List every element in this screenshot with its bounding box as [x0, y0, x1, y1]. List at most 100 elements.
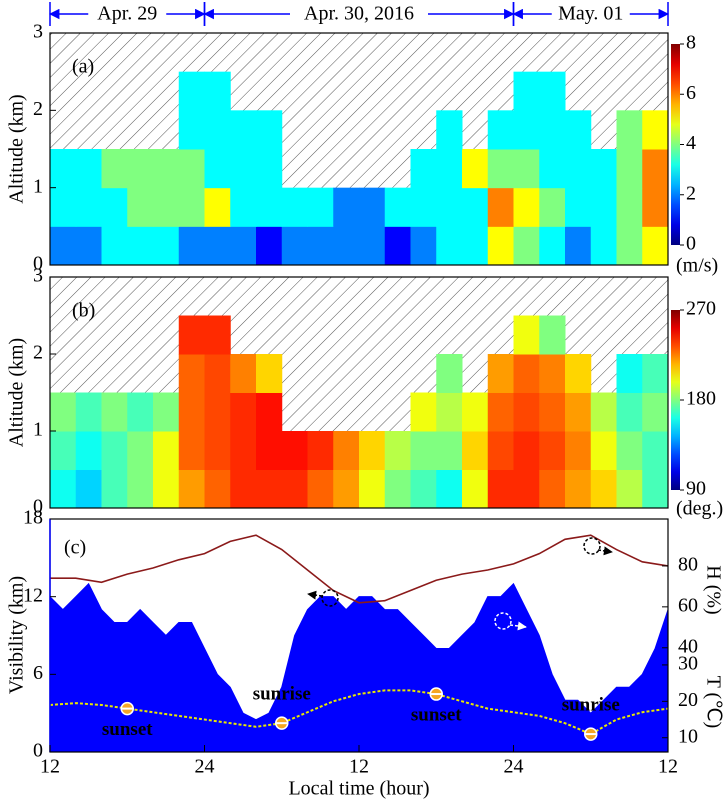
heat-cell	[127, 469, 154, 509]
heat-cell	[436, 226, 463, 266]
heat-cell	[539, 226, 566, 266]
heat-cell	[539, 315, 566, 355]
heat-cell	[50, 187, 77, 227]
heat-cell	[101, 226, 128, 266]
heat-cell	[590, 226, 617, 266]
heat-cell	[513, 149, 540, 189]
heat-cell	[281, 469, 308, 509]
heat-cell	[487, 431, 514, 470]
heat-cell	[462, 392, 489, 432]
y-tick-label: 12	[23, 584, 43, 606]
hint-arrow	[307, 590, 323, 600]
heat-cell	[616, 392, 643, 432]
heat-cell	[565, 354, 592, 393]
heat-cell	[539, 187, 566, 227]
heat-cell	[436, 469, 463, 509]
chart-layer: Apr. 29 Apr. 30, 2016 May. 010123(a)Altitu…	[6, 2, 724, 800]
heat-cell	[436, 354, 463, 393]
y-tick-label: 1	[33, 419, 43, 441]
heat-cell	[539, 431, 566, 470]
colorbar-tick-label: 0	[686, 233, 696, 255]
heat-cell	[178, 431, 205, 470]
date-label: Apr. 30, 2016	[304, 3, 414, 25]
heat-cell	[178, 187, 205, 227]
heat-cell	[178, 469, 205, 509]
heat-cell	[513, 431, 540, 470]
colorbar-tick-label: 8	[686, 32, 696, 54]
colorbar-tick-label: 270	[686, 298, 716, 320]
y-tick-label: 1	[33, 175, 43, 197]
y-tick-label: 2	[33, 342, 43, 364]
colorbar-tick-label: 90	[686, 478, 706, 500]
heat-cell	[513, 392, 540, 432]
hint-circle	[321, 589, 339, 607]
y-tick-label: 0	[33, 253, 43, 275]
date-label-bg	[88, 3, 167, 25]
y2-axis-label: H (%)	[702, 565, 724, 614]
heat-cell	[230, 226, 257, 266]
heat-cell	[487, 226, 514, 266]
visibility-area	[50, 582, 668, 752]
hint-circle	[583, 537, 601, 555]
heat-cell	[50, 226, 77, 266]
heat-cell	[127, 226, 154, 266]
heat-cell	[153, 187, 180, 227]
heat-cell	[178, 71, 205, 111]
heat-cell	[230, 469, 257, 509]
heat-cell	[410, 226, 437, 266]
heat-cell	[513, 110, 540, 150]
heat-cell	[178, 149, 205, 189]
temperature-line	[50, 689, 668, 736]
heat-cell	[590, 149, 617, 189]
heat-cell	[204, 149, 231, 189]
heat-cell	[539, 392, 566, 432]
colorbar-tick-label: 6	[686, 82, 696, 104]
heat-cell	[565, 431, 592, 470]
heat-cell	[101, 469, 128, 509]
heat-cell	[178, 392, 205, 432]
heat-cell	[127, 187, 154, 227]
y-axis-label: Altitude (km)	[6, 338, 28, 447]
heat-cell	[359, 187, 386, 227]
annotation: sunrise	[562, 694, 620, 715]
heat-cell	[230, 392, 257, 432]
y-tick-label: 3	[33, 21, 43, 43]
heat-cell	[384, 431, 411, 470]
date-label-bg	[551, 3, 630, 25]
heat-cell	[642, 392, 669, 432]
heat-cell	[230, 431, 257, 470]
heat-cell	[410, 187, 437, 227]
x-tick-label: 24	[504, 756, 524, 778]
heat-cell	[410, 392, 437, 432]
heat-cell	[281, 187, 308, 227]
heat-cell	[281, 431, 308, 470]
panel-label: (b)	[72, 300, 95, 322]
heat-cell	[256, 226, 283, 266]
heat-cell	[539, 71, 566, 111]
heat-cell	[281, 226, 308, 266]
colorbar	[671, 310, 680, 490]
heat-cell	[616, 431, 643, 470]
annotation: sunrise	[253, 684, 311, 705]
annotation: sunset	[102, 719, 153, 740]
date-label-bg	[290, 3, 428, 25]
heat-cell	[642, 226, 669, 266]
heat-cell	[204, 431, 231, 470]
heat-cell	[75, 187, 102, 227]
heat-cell	[178, 226, 205, 266]
heat-cell	[153, 149, 180, 189]
heat-cell	[204, 110, 231, 150]
colorbar-tick-label: 2	[686, 182, 696, 204]
heat-cell	[487, 110, 514, 150]
heat-cell	[616, 187, 643, 227]
heat-cell	[616, 354, 643, 393]
heat-cell	[590, 187, 617, 227]
heat-cell	[436, 187, 463, 227]
panel-label: (c)	[64, 537, 86, 559]
heat-cell	[178, 315, 205, 355]
heat-cell	[487, 187, 514, 227]
heat-cell	[616, 226, 643, 266]
hint-arrow	[597, 546, 613, 556]
heat-cell	[153, 469, 180, 509]
y2-tick-label: 80	[678, 554, 698, 576]
